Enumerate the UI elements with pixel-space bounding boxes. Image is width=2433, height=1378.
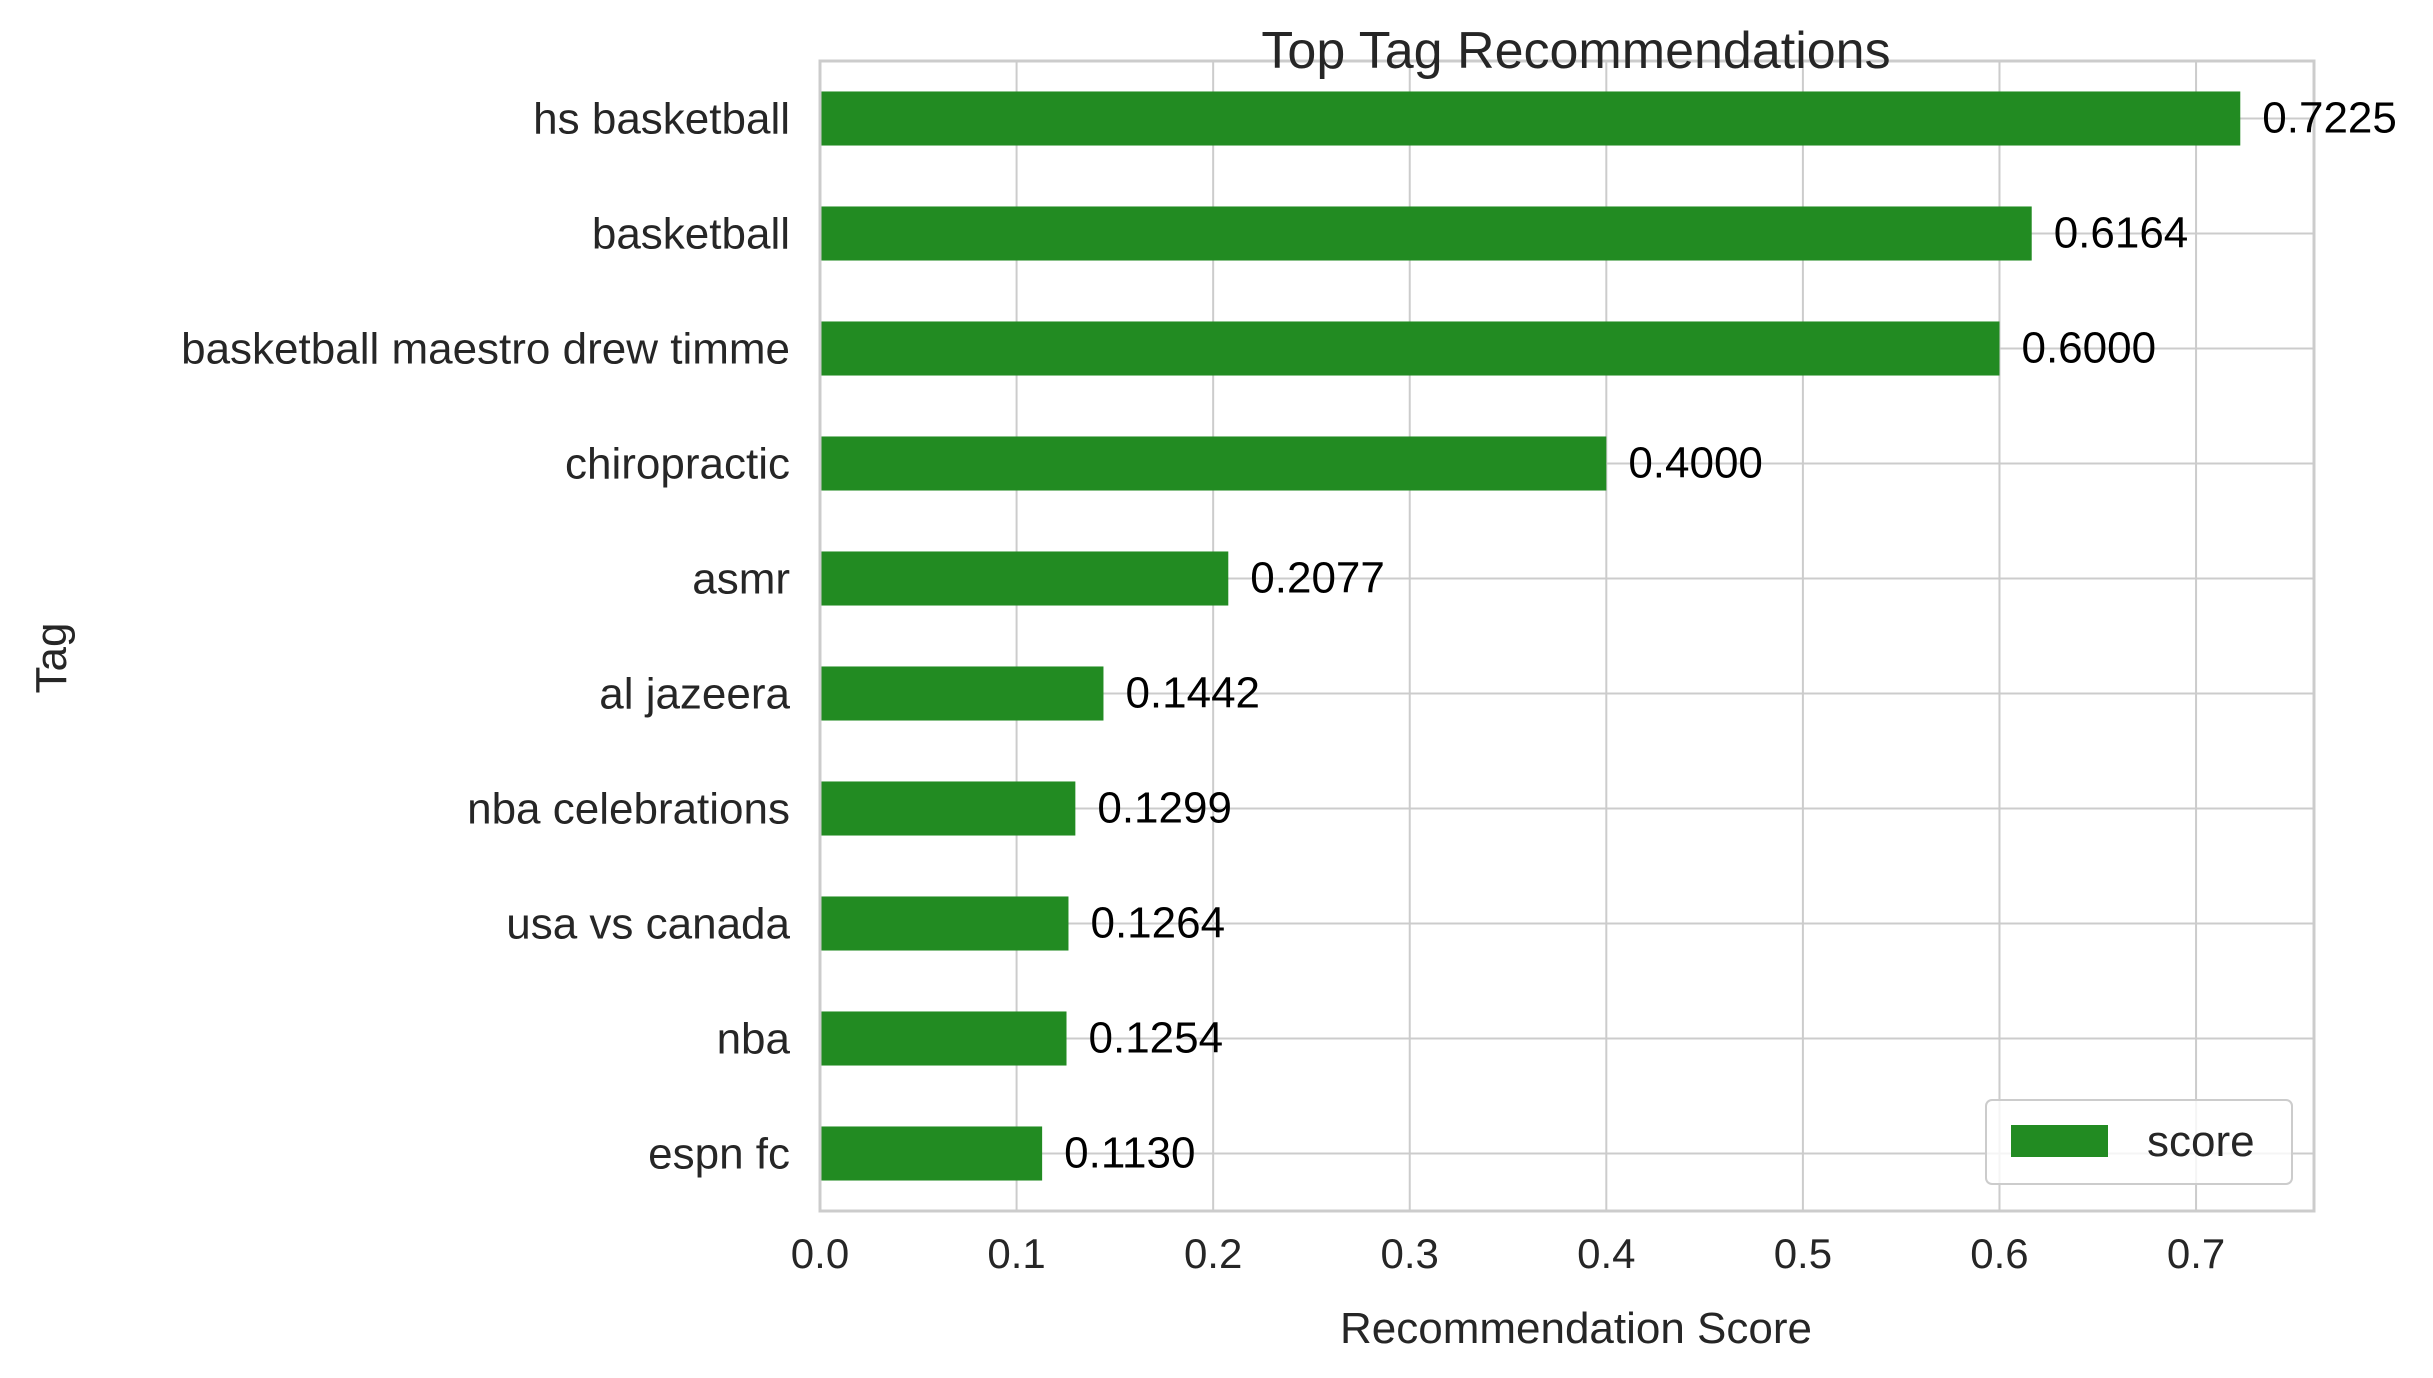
- bar-value-label: 0.1299: [1097, 784, 1232, 833]
- bar-value-label: 0.6164: [2054, 209, 2189, 258]
- y-tick-label: asmr: [692, 555, 790, 604]
- x-tick-label: 0.6: [1970, 1230, 2028, 1277]
- x-tick-label: 0.7: [2167, 1230, 2225, 1277]
- plot-border: [818, 59, 2316, 1213]
- bar: [820, 436, 1607, 491]
- x-tick-label: 0.0: [791, 1230, 849, 1277]
- bar-value-label: 0.1130: [1064, 1129, 1195, 1178]
- y-tick-label: al jazeera: [599, 670, 790, 719]
- bar: [820, 1126, 1043, 1181]
- y-tick-label: basketball: [592, 210, 790, 259]
- y-tick-label: nba: [717, 1015, 791, 1064]
- bar-value-label: 0.7225: [2262, 94, 2397, 143]
- bar: [820, 666, 1104, 721]
- x-tick-label: 0.4: [1577, 1230, 1635, 1277]
- plot-frame: [818, 59, 2316, 1213]
- bar-value-label: 0.1254: [1089, 1014, 1224, 1063]
- legend-swatch: [2011, 1125, 2108, 1157]
- y-tick-labels: hs basketball basketball basketball maestr…: [181, 95, 790, 1179]
- legend-box: [1985, 1099, 2293, 1185]
- bar-value-label: 0.1264: [1090, 899, 1225, 948]
- bar-value-label: 0.6000: [2021, 324, 2156, 373]
- bar: [820, 781, 1076, 836]
- bar: [820, 896, 1069, 951]
- x-tick-label: 0.3: [1381, 1230, 1439, 1277]
- bar: [820, 551, 1229, 606]
- x-tick-label: 0.1: [987, 1230, 1045, 1277]
- legend: score: [1985, 1099, 2293, 1185]
- data-labels: 0.7225 0.6164 0.6000 0.4000 0.2077 0.1442 0.12…: [1064, 94, 2397, 1178]
- y-tick-label: basketball maestro drew timme: [181, 325, 790, 374]
- chart-title: Top Tag Recommendations: [1261, 22, 1890, 80]
- legend-label: score: [2147, 1117, 2255, 1166]
- bars: [820, 91, 2241, 1181]
- y-tick-label: hs basketball: [533, 95, 790, 144]
- bar: [820, 321, 2000, 376]
- bar-value-label: 0.2077: [1250, 554, 1385, 603]
- bar: [820, 206, 2032, 261]
- y-axis-label: Tag: [27, 623, 76, 694]
- bar-value-label: 0.1442: [1125, 669, 1260, 718]
- x-axis-label: Recommendation Score: [1340, 1304, 1812, 1353]
- y-tick-label: espn fc: [648, 1130, 790, 1179]
- y-tick-label: nba celebrations: [467, 785, 790, 834]
- x-tick-labels: 0.0 0.1 0.2 0.3 0.4 0.5 0.6 0.7: [791, 1230, 2225, 1277]
- x-tick-label: 0.5: [1774, 1230, 1832, 1277]
- y-tick-label: usa vs canada: [506, 900, 790, 949]
- y-tick-label: chiropractic: [565, 440, 790, 489]
- x-tick-label: 0.2: [1184, 1230, 1242, 1277]
- bar: [820, 1011, 1067, 1066]
- bar: [820, 91, 2241, 146]
- bar-value-label: 0.4000: [1628, 439, 1763, 488]
